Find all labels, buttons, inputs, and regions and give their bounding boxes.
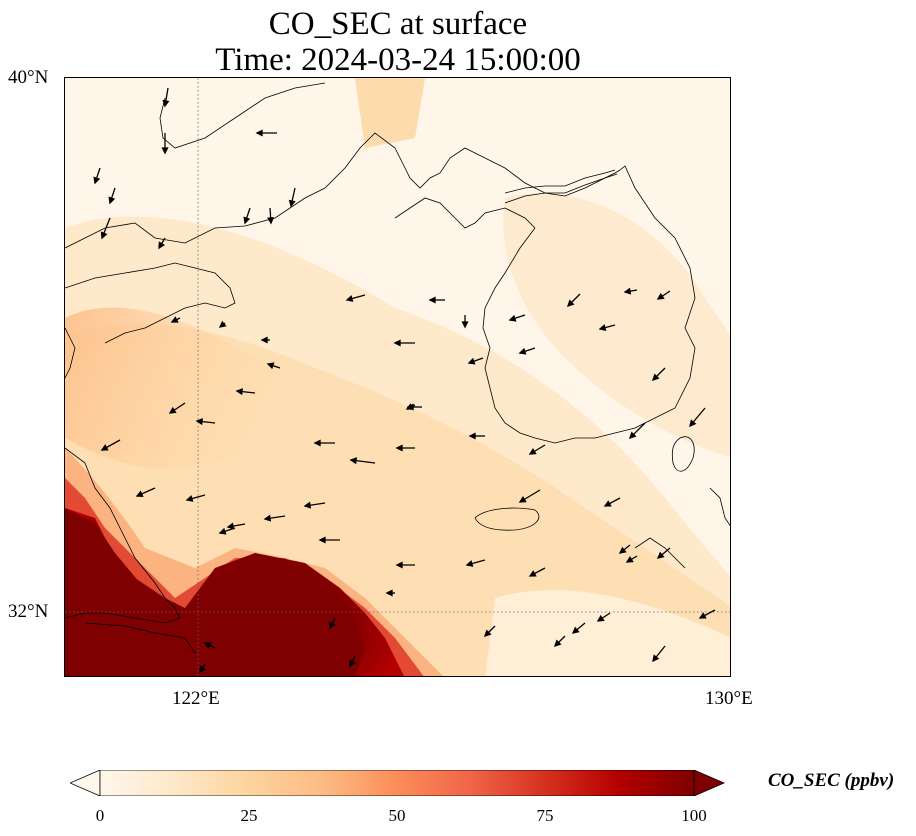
wind-arrow-head	[235, 388, 244, 396]
wind-arrow-head	[162, 99, 170, 108]
lon-tick-130e: 130°E	[705, 688, 753, 709]
concentration-field	[65, 78, 730, 676]
wind-arrow-head	[168, 406, 177, 414]
wind-arrow-head	[461, 321, 469, 329]
wind-arrow-head	[528, 448, 537, 455]
colorbar-label: CO_SEC (ppbv)	[768, 770, 895, 791]
wind-arrow-head	[170, 316, 179, 323]
map-panel	[64, 77, 731, 677]
colorbar-tick-0: 0	[95, 806, 105, 825]
wind-arrow-head	[395, 444, 403, 452]
wind-arrow-head	[203, 642, 212, 649]
wind-arrow-head	[651, 373, 660, 382]
wind-arrow-head	[518, 347, 527, 355]
wind-arrow-head	[618, 546, 627, 554]
wind-arrow-head	[135, 490, 144, 497]
wind-arrow-head	[100, 444, 109, 451]
wind-arrow-head	[528, 570, 537, 577]
wind-arrow-head	[656, 292, 665, 300]
wind-arrow-head	[100, 231, 108, 240]
wind-arrow-head	[465, 560, 474, 567]
wind-arrow-head	[260, 336, 268, 344]
wind-arrow-head	[303, 501, 312, 509]
wind-arrow-head	[603, 500, 612, 507]
wind-arrow-head	[226, 522, 235, 530]
map-title: CO_SEC at surface	[268, 6, 528, 42]
map-time-subtitle: Time: 2024-03-24 15:00:00	[215, 42, 581, 78]
wind-arrow-head	[345, 295, 354, 302]
wind-arrow-head	[218, 320, 227, 328]
wind-arrow-head	[255, 129, 263, 137]
wind-arrow-head	[623, 287, 632, 295]
wind-arrow-head	[428, 296, 436, 304]
colorbar-max-extend	[693, 769, 726, 797]
wind-arrow-head	[393, 339, 401, 347]
wind-arrow-head	[195, 418, 204, 426]
wind-arrow-head	[483, 629, 492, 638]
wind-arrow-head	[185, 495, 194, 502]
wind-arrow-head	[406, 403, 414, 411]
gridlines	[65, 78, 730, 676]
lon-tick-122e: 122°E	[172, 688, 220, 709]
colorbar-tick-75: 75	[536, 806, 554, 825]
wind-arrow-head	[266, 362, 275, 370]
wind-arrow-head	[267, 217, 275, 225]
wind-arrow-head	[288, 199, 296, 208]
wind-arrow-head	[518, 496, 527, 503]
colorbar-min-extend	[68, 769, 101, 797]
lat-tick-32n: 32°N	[8, 601, 49, 622]
colorbar-tick-25: 25	[240, 806, 258, 825]
wind-arrow-head	[93, 176, 101, 185]
wind-arrow-head	[395, 561, 403, 569]
wind-arrow-head	[263, 514, 272, 522]
wind-arrow-head	[243, 216, 251, 225]
wind-arrow-head	[553, 639, 562, 648]
wind-arrow-head	[652, 654, 660, 663]
wind-arrow-head	[108, 196, 116, 205]
wind-arrow-head	[468, 432, 476, 440]
wind-vectors	[93, 87, 716, 674]
wind-arrow-head	[698, 612, 707, 619]
wind-arrow-head	[689, 419, 697, 428]
lat-tick-40n: 40°N	[8, 67, 49, 88]
wind-arrow-head	[571, 626, 580, 634]
colorbar	[68, 769, 726, 797]
wind-arrow-head	[625, 556, 634, 563]
wind-arrow-head	[508, 314, 517, 322]
wind-arrow-head	[596, 614, 605, 622]
wind-arrow-head	[318, 536, 326, 544]
wind-arrow-head	[199, 665, 207, 674]
colorbar-ramp	[99, 769, 695, 797]
wind-arrow-head	[656, 551, 665, 559]
wind-arrow-head	[158, 241, 165, 250]
wind-arrow-head	[628, 431, 637, 440]
wind-arrow-head	[329, 621, 336, 630]
wind-arrow-head	[467, 357, 476, 365]
wind-arrow-head	[385, 589, 393, 597]
wind-arrow-head	[161, 147, 169, 155]
wind-arrow-head	[598, 324, 607, 331]
wind-arrow-head	[218, 527, 227, 535]
coastlines	[65, 82, 730, 654]
wind-arrow-head	[349, 457, 358, 465]
wind-arrow-head	[566, 299, 575, 308]
wind-arrow-head	[313, 439, 321, 447]
colorbar-tick-50: 50	[388, 806, 406, 825]
wind-arrow-head	[349, 659, 356, 668]
colorbar-tick-100: 100	[681, 806, 707, 825]
